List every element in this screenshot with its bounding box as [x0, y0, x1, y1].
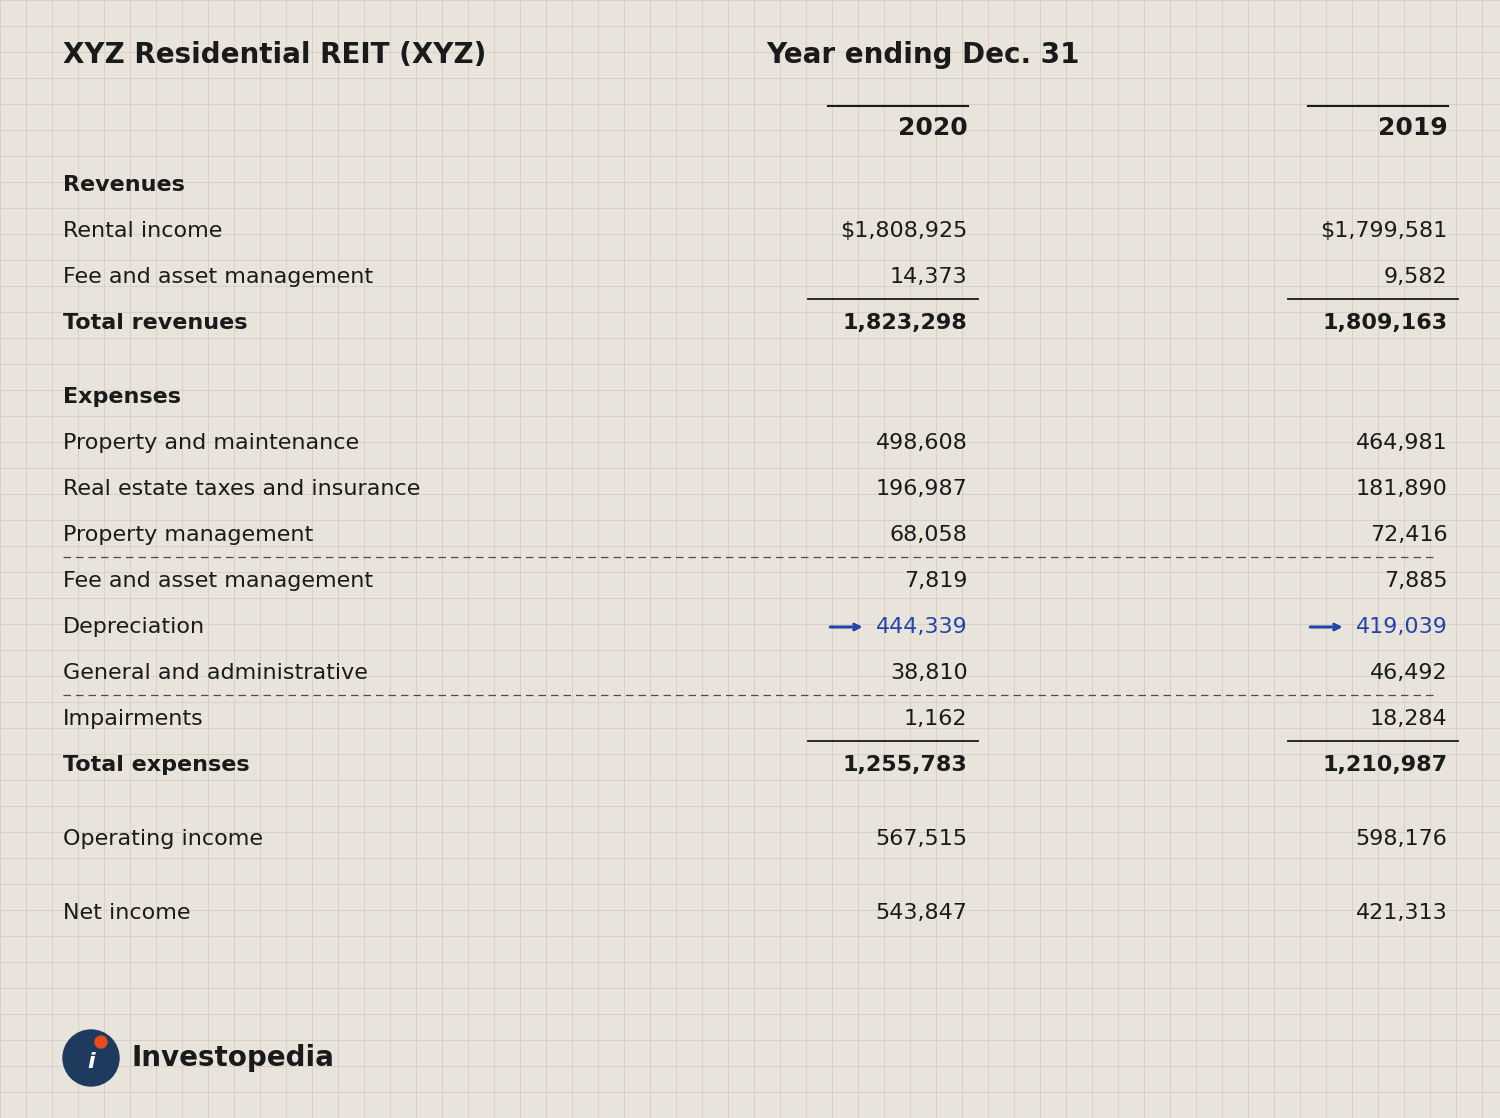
Text: Total revenues: Total revenues	[63, 313, 248, 333]
Text: $1,799,581: $1,799,581	[1320, 221, 1448, 241]
Text: 1,162: 1,162	[904, 709, 968, 729]
Text: i: i	[87, 1052, 94, 1072]
Text: 1,809,163: 1,809,163	[1323, 313, 1448, 333]
Text: Rental income: Rental income	[63, 221, 222, 241]
Text: 18,284: 18,284	[1370, 709, 1448, 729]
Text: Net income: Net income	[63, 903, 190, 923]
Text: 2019: 2019	[1377, 116, 1448, 140]
Text: 1,210,987: 1,210,987	[1323, 755, 1448, 775]
Text: Year ending Dec. 31: Year ending Dec. 31	[766, 41, 1078, 69]
Text: Fee and asset management: Fee and asset management	[63, 571, 374, 591]
Text: 444,339: 444,339	[876, 617, 968, 637]
Text: Depreciation: Depreciation	[63, 617, 206, 637]
Text: 14,373: 14,373	[890, 267, 968, 287]
Circle shape	[94, 1036, 106, 1048]
Text: Fee and asset management: Fee and asset management	[63, 267, 374, 287]
Text: Investopedia: Investopedia	[130, 1044, 334, 1072]
Text: Total expenses: Total expenses	[63, 755, 249, 775]
Circle shape	[63, 1030, 118, 1086]
Text: 72,416: 72,416	[1370, 525, 1448, 544]
Text: 38,810: 38,810	[890, 663, 968, 683]
Text: 567,515: 567,515	[876, 830, 968, 849]
Text: Operating income: Operating income	[63, 830, 262, 849]
Text: 46,492: 46,492	[1370, 663, 1448, 683]
Text: 421,313: 421,313	[1356, 903, 1448, 923]
Text: 464,981: 464,981	[1356, 433, 1448, 453]
Text: Expenses: Expenses	[63, 387, 182, 407]
Text: Impairments: Impairments	[63, 709, 204, 729]
Text: Revenues: Revenues	[63, 176, 184, 195]
Text: 1,823,298: 1,823,298	[843, 313, 968, 333]
Text: 419,039: 419,039	[1356, 617, 1448, 637]
Text: 7,819: 7,819	[904, 571, 968, 591]
Text: $1,808,925: $1,808,925	[840, 221, 968, 241]
Text: General and administrative: General and administrative	[63, 663, 368, 683]
Text: XYZ Residential REIT (XYZ): XYZ Residential REIT (XYZ)	[63, 41, 486, 69]
Text: 1,255,783: 1,255,783	[843, 755, 968, 775]
Text: 2020: 2020	[897, 116, 968, 140]
Text: 598,176: 598,176	[1356, 830, 1448, 849]
Text: 498,608: 498,608	[876, 433, 968, 453]
Text: 196,987: 196,987	[876, 479, 968, 499]
Text: Real estate taxes and insurance: Real estate taxes and insurance	[63, 479, 420, 499]
Text: 9,582: 9,582	[1384, 267, 1448, 287]
Text: 181,890: 181,890	[1356, 479, 1448, 499]
Text: 7,885: 7,885	[1384, 571, 1448, 591]
Text: 68,058: 68,058	[890, 525, 968, 544]
Text: Property and maintenance: Property and maintenance	[63, 433, 358, 453]
Text: 543,847: 543,847	[876, 903, 968, 923]
Text: Property management: Property management	[63, 525, 314, 544]
